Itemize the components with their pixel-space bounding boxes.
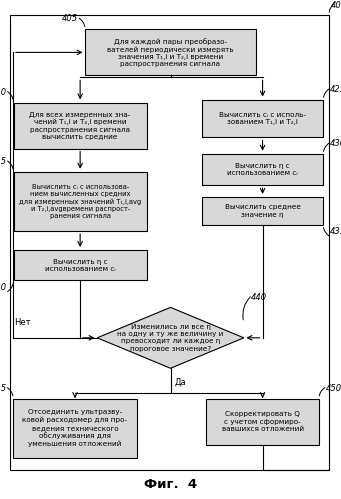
FancyBboxPatch shape [14,103,147,149]
Text: Вычислить cᵢ с использова-
нием вычисленных средних
для измеренных значений T₁,i: Вычислить cᵢ с использова- нием вычислен… [19,184,141,220]
Polygon shape [97,307,244,368]
Text: 425: 425 [330,85,341,94]
FancyBboxPatch shape [14,172,147,231]
Text: Вычислить η с
использованием cᵢ: Вычислить η с использованием cᵢ [227,163,298,176]
Text: Да: Да [175,377,186,386]
FancyBboxPatch shape [202,197,323,225]
FancyBboxPatch shape [13,399,137,458]
FancyBboxPatch shape [202,100,323,137]
Text: 435: 435 [330,228,341,237]
FancyBboxPatch shape [10,15,329,470]
Text: 440: 440 [251,293,267,302]
FancyBboxPatch shape [85,29,256,75]
Text: Отсоединить ультразву-
ковой расходомер для про-
ведения технического
обслуживан: Отсоединить ультразву- ковой расходомер … [23,410,128,447]
FancyBboxPatch shape [202,154,323,185]
FancyBboxPatch shape [14,250,147,280]
Text: Вычислить cᵢ с исполь-
зованием T₁,i и T₂,i: Вычислить cᵢ с исполь- зованием T₁,i и T… [219,112,306,125]
Text: 400: 400 [331,1,341,10]
Text: Вычислить среднее
значение η: Вычислить среднее значение η [225,205,300,218]
Text: 420: 420 [0,283,7,292]
Text: Фиг.  4: Фиг. 4 [144,478,197,491]
Text: Вычислить η с
использованием cᵢ: Вычислить η с использованием cᵢ [45,259,116,272]
Text: Скорректировать Q
с учетом сформиро-
вавшихся отложений: Скорректировать Q с учетом сформиро- вав… [222,411,303,432]
Text: 415: 415 [0,157,7,166]
Text: Нет: Нет [14,318,30,327]
Text: 405: 405 [62,14,78,23]
Text: Для каждой пары преобразо-
вателей периодически измерять
значения T₁,i и T₂,i вр: Для каждой пары преобразо- вателей перио… [107,38,234,67]
FancyBboxPatch shape [206,399,319,445]
Text: Изменились ли все η
на одну и ту же величину и
превосходит ли каждое η
пороговое: Изменились ли все η на одну и ту же вели… [117,324,224,352]
Text: 430: 430 [330,139,341,148]
Text: 450: 450 [326,384,341,393]
Text: Для всех измеренных зна-
чений T₁,i и T₂,i времени
распространения сигнала
вычис: Для всех измеренных зна- чений T₁,i и T₂… [29,111,131,140]
Text: 445: 445 [0,384,6,393]
Text: 410: 410 [0,88,7,97]
